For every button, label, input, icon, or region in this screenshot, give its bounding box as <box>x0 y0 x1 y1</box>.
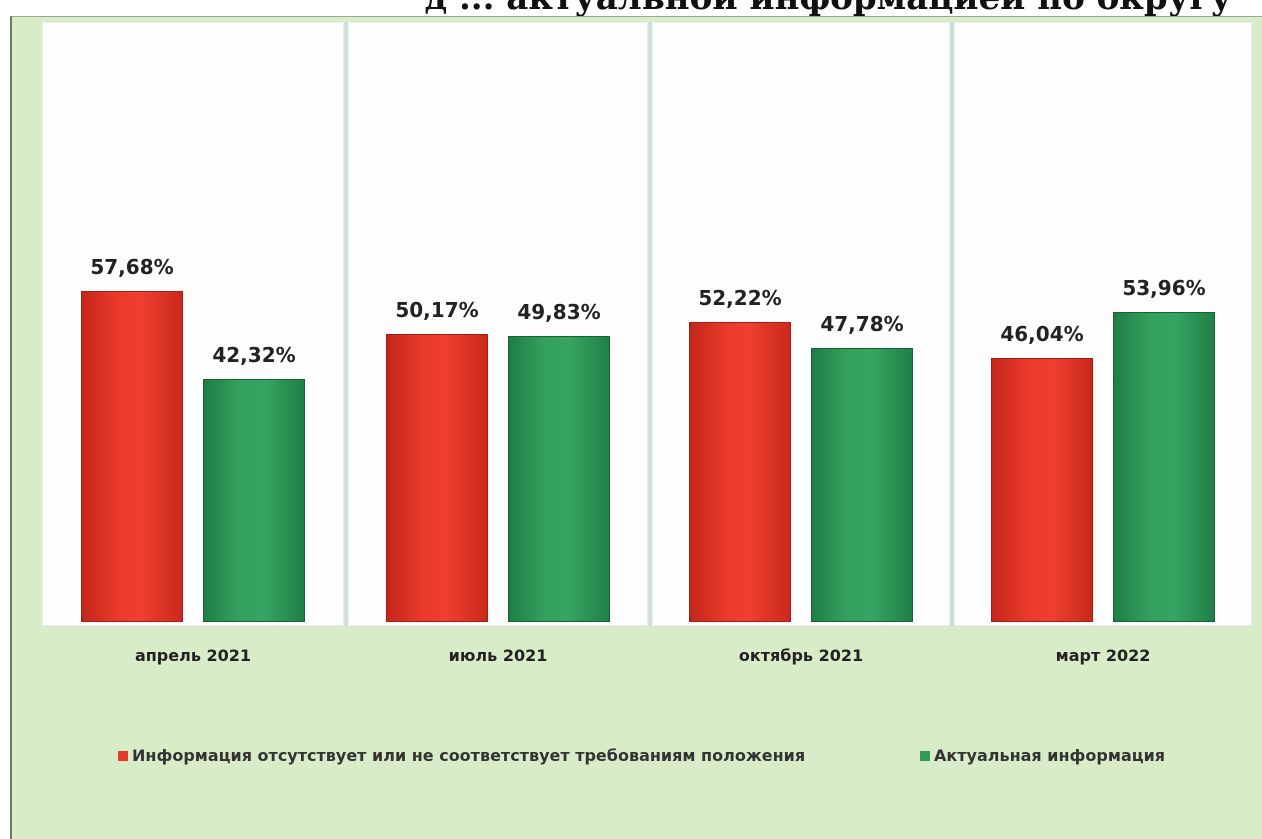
bar-green <box>203 379 305 622</box>
bar-green <box>1113 312 1215 622</box>
data-label: 49,83% <box>517 299 601 324</box>
category-label: июль 2021 <box>448 646 548 665</box>
data-label: 46,04% <box>1000 321 1084 346</box>
data-label: 42,32% <box>212 343 296 368</box>
category-divider <box>951 22 953 626</box>
chart-legend: Информация отсутствует или не соответств… <box>118 746 1188 768</box>
legend-label: Актуальная информация <box>934 746 1166 765</box>
bar-green <box>508 335 610 622</box>
category-divider <box>649 22 651 626</box>
legend-item-missing-info: Информация отсутствует или не соответств… <box>118 746 805 765</box>
header-strip: д ... актуальной информацией по округу <box>0 0 1262 16</box>
legend-label: Информация отсутствует или не соответств… <box>132 746 806 765</box>
data-label: 57,68% <box>90 254 174 279</box>
data-label: 52,22% <box>698 286 782 311</box>
bar-red <box>386 334 488 622</box>
legend-item-actual-info: Актуальная информация <box>920 746 1165 765</box>
data-label: 47,78% <box>820 311 904 336</box>
page-title-fragment: д ... актуальной информацией по округу <box>424 0 1232 16</box>
bar-red <box>991 357 1093 622</box>
category-label: март 2022 <box>1055 646 1151 665</box>
legend-swatch-red <box>118 750 128 761</box>
bar-red <box>81 290 183 622</box>
category-label: октябрь 2021 <box>738 646 864 665</box>
data-label: 53,96% <box>1122 276 1206 301</box>
data-label: 50,17% <box>395 298 479 323</box>
legend-swatch-green <box>920 750 930 761</box>
category-divider <box>345 22 347 626</box>
bar-red <box>689 322 791 622</box>
bar-green <box>811 347 913 622</box>
category-label: апрель 2021 <box>134 646 252 665</box>
